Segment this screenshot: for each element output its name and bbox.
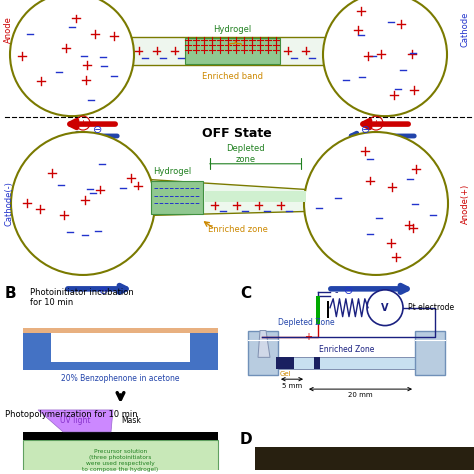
Bar (23, 440, 218, 474)
Bar (131, 36, 326, 64)
Bar (23, 432, 218, 440)
Polygon shape (258, 330, 270, 357)
Text: Photoinitiator incubation
for 10 min: Photoinitiator incubation for 10 min (30, 288, 134, 307)
Bar (278, 357, 415, 369)
Text: -: - (334, 287, 338, 297)
Bar (415, 330, 445, 375)
Circle shape (367, 290, 403, 326)
Text: +: + (304, 332, 312, 343)
Text: Depleted
zone: Depleted zone (226, 145, 265, 164)
Circle shape (10, 0, 134, 116)
Bar (327, 301, 329, 318)
Text: B: B (5, 286, 17, 301)
Text: Pt electrode: Pt electrode (408, 303, 454, 312)
Text: Cathode: Cathode (461, 12, 470, 47)
Text: $\ominus$: $\ominus$ (343, 285, 353, 296)
Text: {: { (226, 39, 239, 48)
Bar (316, 296, 320, 324)
Text: $\ominus$: $\ominus$ (92, 124, 102, 135)
Text: Hydrogel: Hydrogel (153, 167, 191, 176)
Bar (248, 330, 278, 375)
Bar (23, 333, 51, 370)
Circle shape (323, 0, 447, 116)
Polygon shape (38, 410, 113, 432)
Text: UV light: UV light (60, 416, 91, 425)
Bar (23, 362, 218, 370)
Text: D: D (240, 432, 253, 447)
Text: Precursor solution
(three photoinitiators
were used respectively
to compose the : Precursor solution (three photoinitiator… (82, 449, 159, 472)
Text: 20 mm: 20 mm (348, 392, 373, 398)
Text: Gel: Gel (279, 371, 291, 377)
Text: Enriched band: Enriched band (202, 73, 263, 82)
Bar (190, 333, 218, 370)
Bar (205, 191, 306, 201)
Text: Anode: Anode (4, 16, 13, 43)
Polygon shape (151, 180, 308, 215)
Bar (314, 357, 320, 369)
Text: Enriched Zone: Enriched Zone (319, 346, 374, 355)
Text: 20% Benzophenone in acetone: 20% Benzophenone in acetone (61, 374, 180, 383)
Text: C: C (240, 286, 251, 301)
Text: +: + (80, 118, 86, 128)
Bar (185, 38, 280, 64)
Text: 5 mm: 5 mm (282, 383, 302, 389)
Text: Depleted Zone: Depleted Zone (278, 318, 335, 327)
Text: V: V (381, 303, 389, 313)
Text: Anode(+): Anode(+) (461, 183, 470, 224)
Text: Mask: Mask (121, 416, 141, 425)
Circle shape (304, 132, 448, 275)
Text: Enriched zone: Enriched zone (208, 225, 268, 234)
Text: Photopolymerization for 10 min: Photopolymerization for 10 min (5, 410, 137, 419)
Text: $\ominus$: $\ominus$ (360, 124, 370, 135)
Circle shape (11, 132, 155, 275)
Text: $\ominus$: $\ominus$ (98, 285, 108, 296)
Bar (151, 181, 203, 214)
Text: +: + (373, 118, 380, 128)
Bar (276, 357, 294, 369)
Text: Cathode(-): Cathode(-) (4, 181, 13, 226)
Text: OFF State: OFF State (202, 127, 272, 140)
Text: Hydrogel: Hydrogel (213, 25, 252, 34)
Bar (255, 447, 474, 471)
Bar (23, 328, 218, 333)
